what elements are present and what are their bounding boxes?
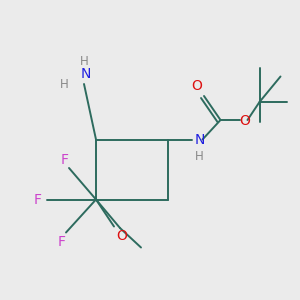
Text: H: H xyxy=(195,149,204,163)
Text: N: N xyxy=(194,133,205,146)
Text: F: F xyxy=(58,235,65,248)
Text: F: F xyxy=(34,193,41,206)
Text: N: N xyxy=(80,67,91,80)
Text: O: O xyxy=(239,114,250,128)
Text: O: O xyxy=(191,79,202,92)
Text: H: H xyxy=(80,55,88,68)
Text: O: O xyxy=(116,229,127,242)
Text: H: H xyxy=(60,77,69,91)
Text: F: F xyxy=(61,154,68,167)
